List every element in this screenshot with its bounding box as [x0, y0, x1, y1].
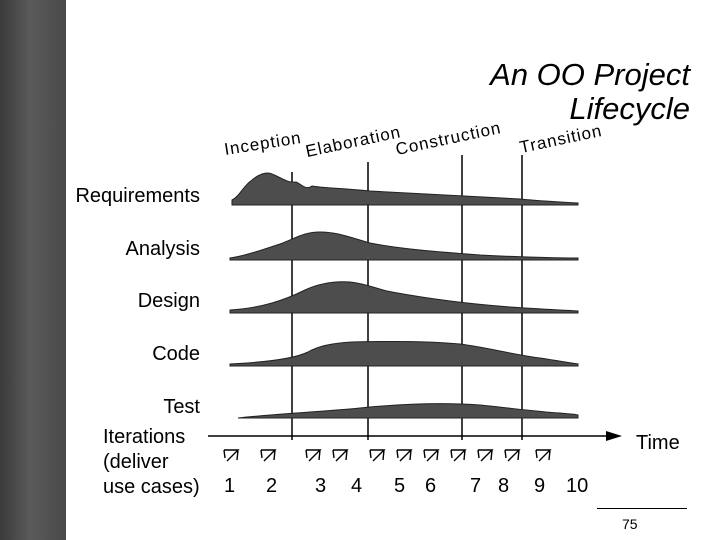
cycle-arrow-icon: [396, 449, 413, 462]
workflow-hump-analysis: [229, 231, 579, 261]
workflow-hump-requirements: [231, 172, 579, 206]
slide-title: An OO Project Lifecycle: [330, 58, 690, 126]
iteration-number-10: 10: [566, 475, 589, 497]
cycle-arrow-icon: [305, 449, 322, 462]
title-line-2: Lifecycle: [569, 91, 690, 126]
cycle-arrow-icon: [260, 449, 277, 462]
iteration-number-3: 3: [315, 475, 327, 497]
cycle-arrow-icon: [535, 449, 552, 462]
cycle-arrow-icon: [477, 449, 494, 462]
iterations-label-line-3: use cases): [103, 476, 200, 498]
row-label-design: Design: [137, 290, 200, 312]
row-label-requirements: Requirements: [75, 185, 200, 207]
iteration-number-7: 7: [470, 475, 482, 497]
row-label-code: Code: [152, 343, 200, 365]
time-axis-label: Time: [636, 432, 680, 454]
page-number: 75: [622, 516, 638, 532]
cycle-arrow-icon: [504, 449, 521, 462]
workflow-hump-code: [229, 340, 579, 367]
iteration-number-6: 6: [425, 475, 437, 497]
iterations-label: Iterations (deliver use cases): [103, 425, 200, 500]
left-decorative-bar: [0, 0, 66, 540]
cycle-arrow-icon: [369, 449, 386, 462]
footer-divider: [597, 508, 687, 509]
workflow-hump-design: [229, 281, 579, 314]
iteration-number-9: 9: [534, 475, 546, 497]
iteration-number-8: 8: [498, 475, 510, 497]
iteration-number-1: 1: [224, 475, 236, 497]
cycle-arrow-icon: [332, 449, 349, 462]
iterations-label-line-2: (deliver: [103, 451, 169, 473]
title-line-1: An OO Project: [490, 57, 690, 92]
iterations-label-line-1: Iterations: [103, 426, 186, 448]
cycle-arrow-icon: [450, 449, 467, 462]
row-label-analysis: Analysis: [125, 238, 200, 260]
cycle-arrow-icon: [423, 449, 440, 462]
iteration-number-4: 4: [351, 475, 363, 497]
workflow-hump-test: [237, 403, 579, 419]
cycle-arrow-icon: [223, 449, 240, 462]
time-axis-arrowhead: [606, 431, 622, 441]
iteration-number-2: 2: [266, 475, 278, 497]
row-label-test: Test: [163, 396, 200, 418]
iteration-number-5: 5: [394, 475, 406, 497]
